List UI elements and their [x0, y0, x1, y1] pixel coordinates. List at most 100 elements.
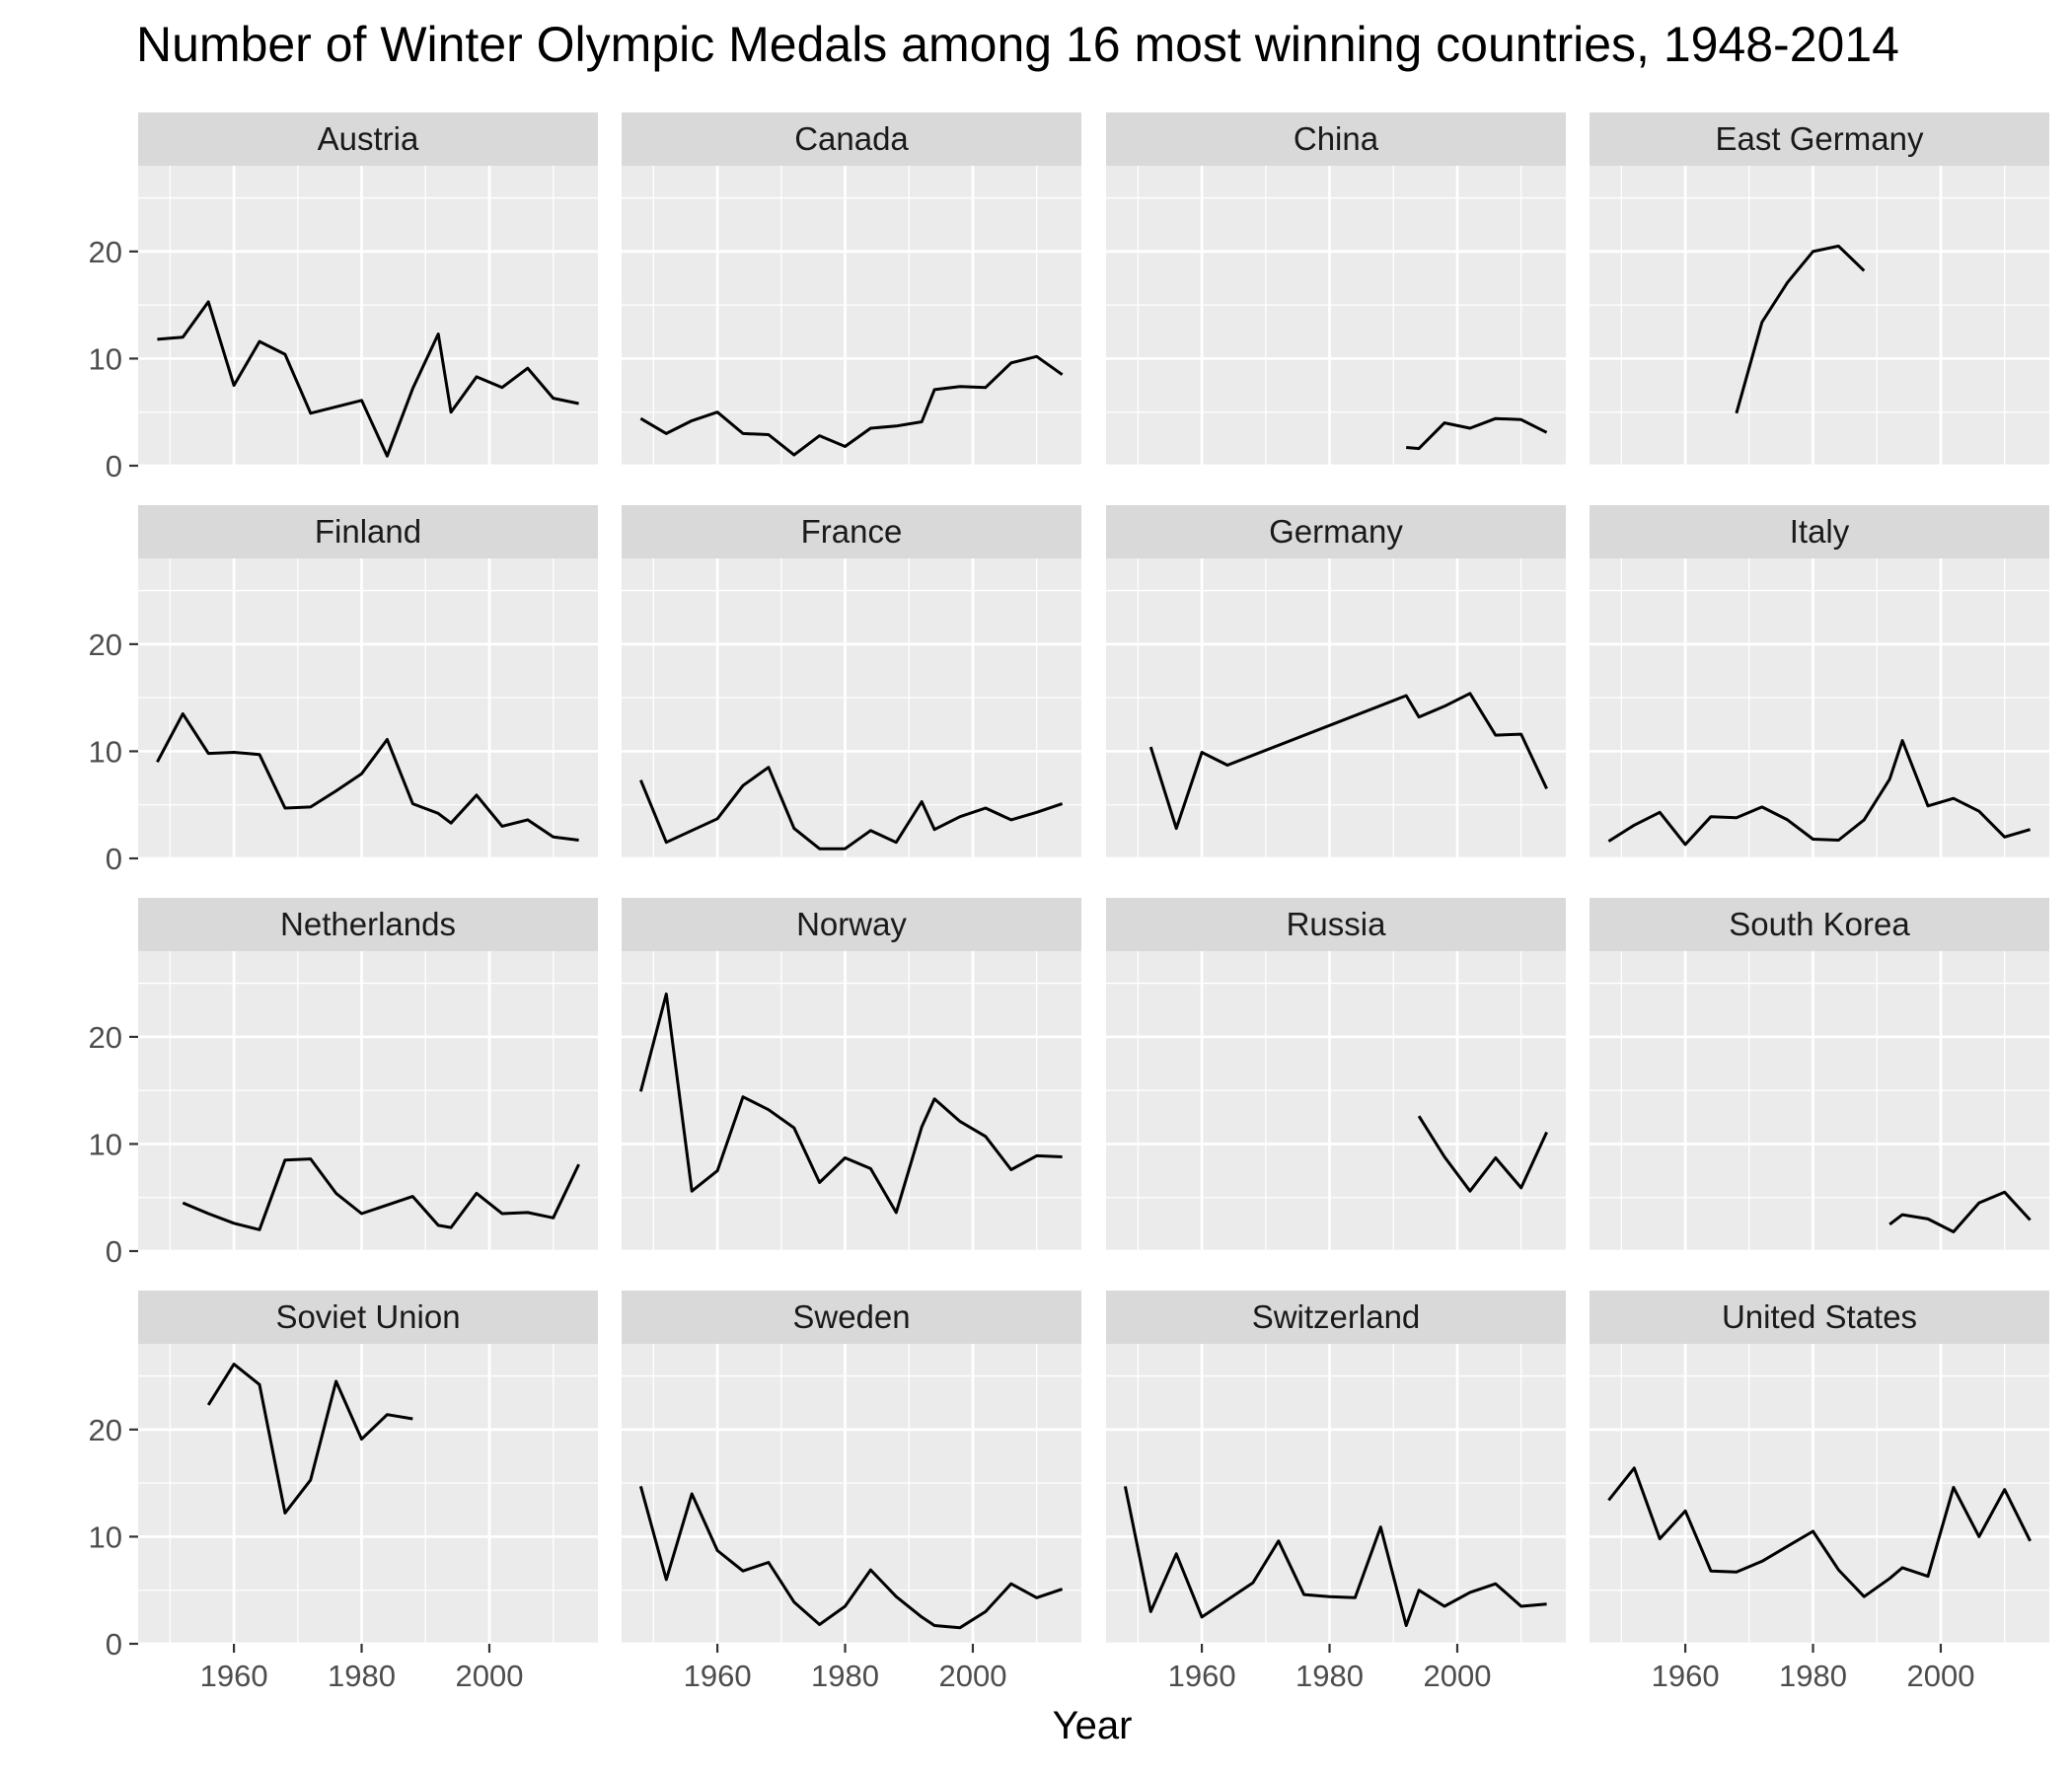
y-tick-label: 10 [89, 734, 122, 769]
facet-strip [1106, 112, 1566, 166]
x-tick-label: 2000 [1906, 1659, 1974, 1693]
series-line [639, 354, 1064, 457]
panel-background [1590, 166, 2049, 466]
panel-background [138, 951, 598, 1251]
panel-background [138, 166, 598, 466]
series-line [1888, 1190, 2032, 1233]
facet-strip-label: Austria [318, 120, 419, 157]
facet-panel: Finland [138, 505, 598, 860]
y-tick-label: 0 [106, 842, 122, 876]
panel-background [622, 1344, 1081, 1644]
facet-strip-label: France [801, 513, 903, 550]
series-line [1607, 739, 2032, 847]
y-tick-label: 0 [106, 449, 122, 483]
facet-panel: Austria [138, 112, 598, 468]
facet-strip-label: Switzerland [1252, 1298, 1421, 1335]
facet-panel: Netherlands [138, 898, 598, 1253]
x-tick-label: 2000 [1423, 1659, 1491, 1693]
facet-strip [1106, 1291, 1566, 1344]
facet-panel: Germany [1106, 505, 1566, 860]
facet-strip [1106, 898, 1566, 951]
x-tick-label: 1980 [1779, 1659, 1847, 1693]
panel-background [1106, 951, 1566, 1251]
x-tick-label: 2000 [455, 1659, 523, 1693]
y-tick-label: 10 [89, 341, 122, 376]
series-line [182, 1157, 580, 1231]
facet-strip [138, 112, 598, 166]
series-line [1123, 1486, 1547, 1627]
x-tick-label: 1960 [684, 1659, 752, 1693]
facet-strip-label: United States [1722, 1298, 1917, 1335]
facet-panel: Switzerland [1106, 1291, 1566, 1646]
x-tick-label: 1980 [1295, 1659, 1364, 1693]
facet-strip [1590, 112, 2049, 166]
panel-background [622, 951, 1081, 1251]
series-line [638, 1486, 1064, 1630]
x-tick-label: 1960 [1168, 1659, 1236, 1693]
facet-panel: France [622, 505, 1081, 860]
panel-background [1590, 951, 2049, 1251]
facet-strip-label: Canada [794, 120, 909, 157]
chart-title: Number of Winter Olympic Medals among 16… [136, 17, 1899, 72]
y-tick-label: 20 [89, 1020, 122, 1055]
x-axis-title: Year [1053, 1704, 1133, 1747]
x-tick-label: 2000 [938, 1659, 1006, 1693]
series-line [157, 300, 579, 458]
panel-background [138, 558, 598, 858]
series-line [156, 711, 579, 842]
facet-strip [622, 1291, 1081, 1344]
y-axes: 0 10 20 0 10 20 0 10 20 0 10 20 [89, 235, 138, 1662]
y-tick-label: 20 [89, 235, 122, 269]
facet-panel: Soviet Union [138, 1291, 598, 1646]
facet-strip-label: Italy [1790, 513, 1850, 550]
facet-strip-label: Soviet Union [275, 1298, 460, 1335]
series-line [1406, 416, 1548, 451]
series-line [1607, 1466, 2032, 1598]
facet-strip [138, 1291, 598, 1344]
panel-background [622, 558, 1081, 858]
facet-strip-label: Netherlands [280, 906, 456, 942]
facet-panels: Austria Canada China East Germany Finland Fra… [138, 112, 2049, 1646]
facet-strip-label: China [1294, 120, 1379, 157]
facet-panel: Russia [1106, 898, 1566, 1253]
facet-strip [622, 898, 1081, 951]
y-tick-label: 0 [106, 1234, 122, 1269]
x-axes: 1960 1980 2000 1960 1980 2000 1960 1980 2000 1960… [200, 1644, 1974, 1693]
x-tick-label: 1960 [200, 1659, 268, 1693]
panel-background [1590, 1344, 2049, 1644]
facet-strip [138, 898, 598, 951]
facet-strip [622, 112, 1081, 166]
panel-background [1106, 1344, 1566, 1644]
facet-panel: Sweden [622, 1291, 1081, 1646]
series-line [1417, 1115, 1548, 1193]
facet-strip-label: Russia [1287, 906, 1387, 942]
series-line [1148, 692, 1548, 831]
facet-panel: United States [1590, 1291, 2049, 1646]
panel-background [622, 166, 1081, 466]
facet-panel: Italy [1590, 505, 2049, 860]
facet-strip [1590, 898, 2049, 951]
series-line [638, 992, 1063, 1215]
series-line [639, 766, 1064, 851]
facet-strip-label: Finland [315, 513, 421, 550]
y-tick-label: 20 [89, 1413, 122, 1447]
facet-panel: China [1106, 112, 1566, 468]
y-tick-label: 0 [106, 1627, 122, 1662]
series-line [1735, 244, 1866, 414]
x-tick-label: 1980 [328, 1659, 396, 1693]
facet-strip [1590, 1291, 2049, 1344]
x-tick-label: 1960 [1652, 1659, 1720, 1693]
facet-strip [138, 505, 598, 558]
series-line [206, 1363, 413, 1515]
panel-background [1106, 558, 1566, 858]
facet-panel: East Germany [1590, 112, 2049, 468]
facet-panel: Canada [622, 112, 1081, 468]
facet-strip [622, 505, 1081, 558]
y-tick-label: 10 [89, 1127, 122, 1161]
y-tick-label: 10 [89, 1519, 122, 1554]
facet-strip-label: Sweden [792, 1298, 910, 1335]
facet-strip-label: Germany [1269, 513, 1403, 550]
facet-strip-label: Norway [796, 906, 907, 942]
panel-background [1106, 166, 1566, 466]
